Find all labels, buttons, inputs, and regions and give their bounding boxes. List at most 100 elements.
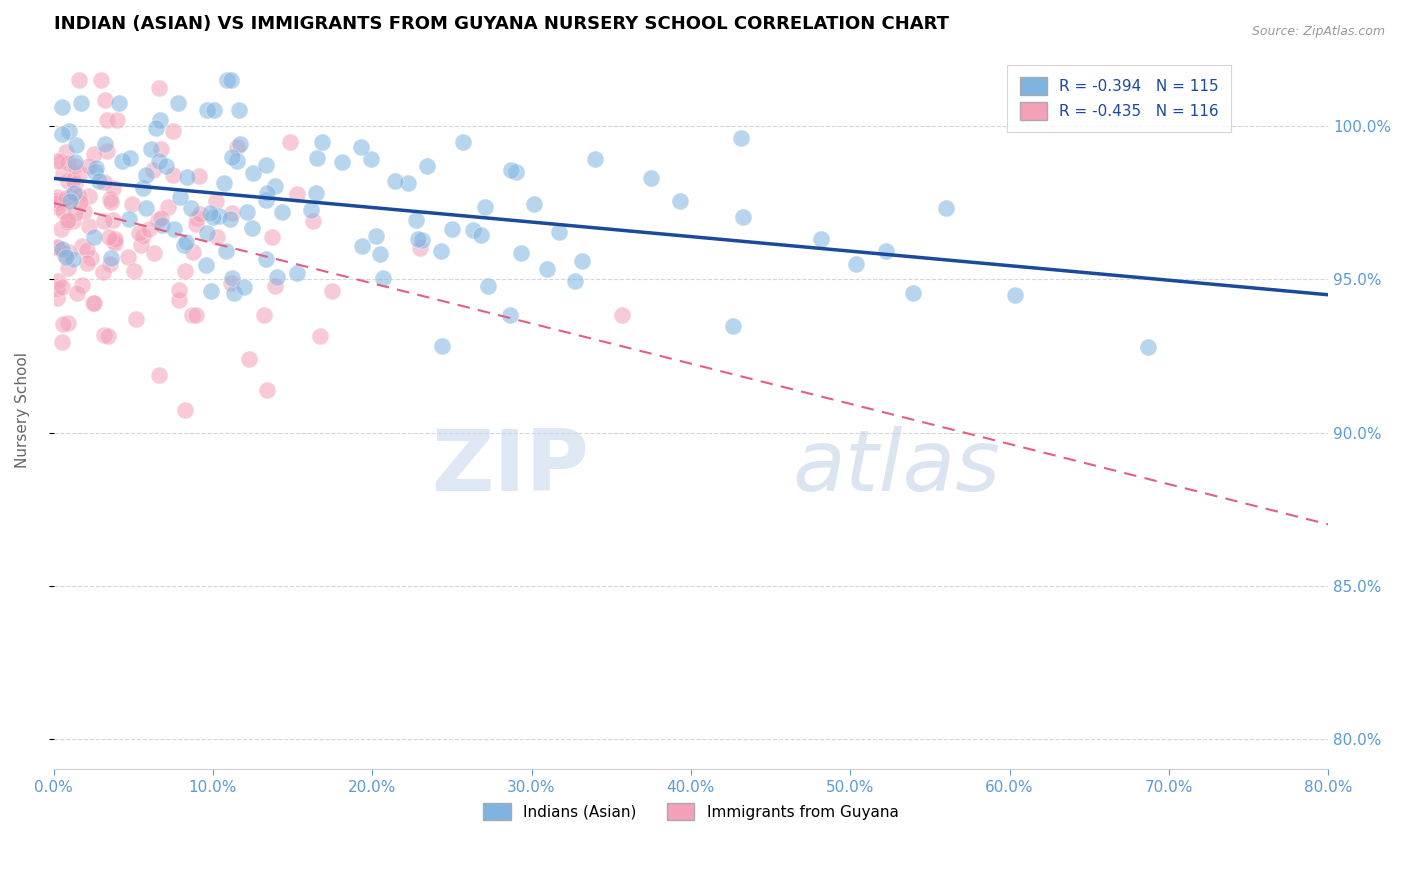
Point xyxy=(91,265,114,279)
Point xyxy=(45,196,67,211)
Point xyxy=(58,244,80,259)
Point xyxy=(96,144,118,158)
Point xyxy=(90,73,112,87)
Point xyxy=(409,241,432,255)
Text: atlas: atlas xyxy=(793,425,1001,508)
Point xyxy=(224,286,246,301)
Point xyxy=(63,186,86,200)
Point xyxy=(810,232,832,246)
Point xyxy=(100,251,122,265)
Point xyxy=(125,312,148,326)
Legend: Indians (Asian), Immigrants from Guyana: Indians (Asian), Immigrants from Guyana xyxy=(477,797,904,826)
Point xyxy=(360,152,382,166)
Point xyxy=(309,329,332,343)
Point xyxy=(571,254,593,268)
Point xyxy=(129,238,152,252)
Point xyxy=(371,270,394,285)
Point xyxy=(56,261,79,276)
Point xyxy=(73,204,96,219)
Point xyxy=(208,209,231,223)
Point xyxy=(254,252,277,267)
Point xyxy=(405,212,427,227)
Point xyxy=(167,283,190,297)
Point xyxy=(55,251,77,265)
Point xyxy=(51,127,73,141)
Point xyxy=(148,113,170,128)
Point xyxy=(226,153,249,168)
Point xyxy=(46,201,69,215)
Point xyxy=(70,277,93,292)
Point xyxy=(93,327,115,342)
Point xyxy=(67,189,90,203)
Point xyxy=(69,194,91,209)
Point xyxy=(45,153,67,168)
Point xyxy=(523,197,546,211)
Point xyxy=(186,217,208,231)
Point xyxy=(668,194,690,208)
Point xyxy=(253,308,276,322)
Point xyxy=(132,180,155,194)
Point xyxy=(56,156,79,170)
Point xyxy=(62,252,84,266)
Point xyxy=(143,245,166,260)
Point xyxy=(51,242,73,256)
Point xyxy=(411,233,433,247)
Point xyxy=(59,194,82,208)
Point xyxy=(167,95,190,110)
Y-axis label: Nursery School: Nursery School xyxy=(15,351,30,467)
Point xyxy=(83,296,105,310)
Point xyxy=(219,276,242,290)
Point xyxy=(124,264,146,278)
Point xyxy=(103,234,125,248)
Point xyxy=(173,238,195,252)
Point xyxy=(55,145,77,160)
Point xyxy=(278,135,301,149)
Point xyxy=(364,229,387,244)
Point xyxy=(145,120,167,135)
Point xyxy=(83,230,105,244)
Point xyxy=(221,271,243,285)
Point xyxy=(77,159,100,173)
Point xyxy=(59,189,82,203)
Point xyxy=(98,192,121,206)
Point xyxy=(55,191,77,205)
Point xyxy=(63,155,86,169)
Point xyxy=(56,316,79,330)
Point xyxy=(155,159,177,173)
Point xyxy=(730,131,752,145)
Point xyxy=(132,229,155,244)
Point xyxy=(52,203,75,218)
Point xyxy=(583,153,606,167)
Point xyxy=(228,136,250,151)
Point xyxy=(499,163,522,178)
Point xyxy=(509,246,531,260)
Point xyxy=(93,175,115,189)
Point xyxy=(56,174,79,188)
Point xyxy=(536,261,558,276)
Point xyxy=(470,228,492,243)
Point xyxy=(62,214,84,228)
Point xyxy=(52,317,75,331)
Point xyxy=(430,244,453,259)
Point xyxy=(202,103,225,117)
Point xyxy=(80,252,103,266)
Point xyxy=(254,194,277,208)
Point xyxy=(101,180,124,194)
Point xyxy=(305,151,328,165)
Text: Source: ZipAtlas.com: Source: ZipAtlas.com xyxy=(1251,25,1385,38)
Point xyxy=(174,403,197,417)
Point xyxy=(157,200,180,214)
Point xyxy=(70,95,93,110)
Point xyxy=(180,202,202,216)
Point xyxy=(225,139,247,153)
Point xyxy=(46,242,69,256)
Point xyxy=(108,96,131,111)
Point xyxy=(148,368,170,382)
Point xyxy=(167,293,190,307)
Point xyxy=(260,230,283,244)
Point xyxy=(94,93,117,107)
Point xyxy=(474,201,496,215)
Point xyxy=(270,205,292,219)
Point xyxy=(240,221,263,235)
Point xyxy=(174,235,197,249)
